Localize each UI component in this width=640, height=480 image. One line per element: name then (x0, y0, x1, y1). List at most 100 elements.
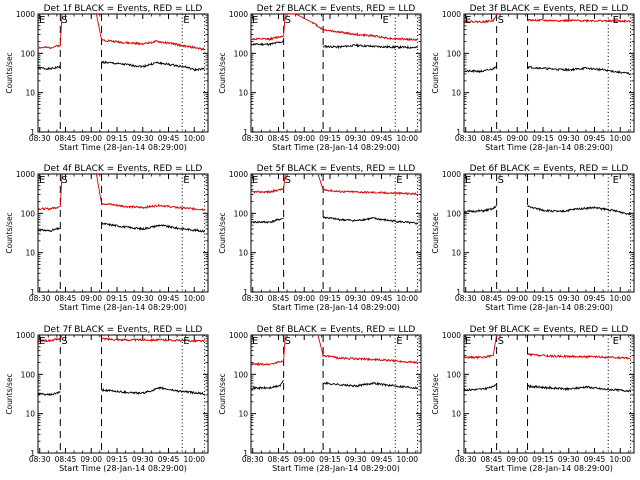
y-tick-label: 100 (447, 370, 462, 379)
series-line-events (38, 65, 61, 71)
event-marker-label: S (498, 336, 504, 347)
x-axis-label: Start Time (28-Jan-14 08:29:00) (272, 464, 400, 473)
y-tick-label: 1 (30, 128, 35, 137)
event-marker-label: E (252, 175, 258, 186)
series-line-events (464, 204, 497, 214)
y-axis-label: Counts/sec (431, 212, 440, 253)
x-tick-label: 09:15 (532, 134, 554, 143)
plot-area (251, 335, 418, 391)
x-tick-label: 09:15 (532, 455, 554, 464)
plot-area (38, 335, 205, 397)
x-axis-label: Start Time (28-Jan-14 08:29:00) (59, 303, 187, 312)
x-tick-label: 09:00 (506, 294, 528, 303)
y-tick-label: 1 (243, 449, 248, 458)
event-marker-label: S (61, 15, 67, 26)
series-line-events (251, 379, 284, 391)
x-tick-label: 08:45 (268, 294, 290, 303)
series-line-lld (251, 335, 286, 367)
y-tick-label: 1000 (442, 331, 461, 340)
x-axis-label: Start Time (28-Jan-14 08:29:00) (59, 143, 187, 152)
series-line-events (101, 60, 205, 72)
y-axis-label: Counts/sec (5, 373, 14, 414)
y-tick-label: 1 (456, 128, 461, 137)
panel-det-9: Det 9f BLACK = Events, RED = LLD 1 10 100 10… (431, 325, 635, 473)
y-axis-label: Counts/sec (218, 52, 227, 93)
x-axis-label: Start Time (28-Jan-14 08:29:00) (485, 143, 613, 152)
plot-area (464, 204, 631, 216)
chart-title: Det 6f BLACK = Events, RED = LLD (470, 164, 629, 174)
x-tick-label: 09:30 (345, 455, 367, 464)
x-tick-label: 09:45 (371, 294, 393, 303)
x-tick-label: 08:45 (268, 455, 290, 464)
event-marker-label: E (252, 336, 258, 347)
x-tick-label: 08:45 (481, 294, 503, 303)
x-tick-label: 09:00 (293, 455, 315, 464)
series-line-lld (527, 352, 631, 360)
x-tick-label: 09:15 (106, 294, 128, 303)
event-marker-label: E (39, 336, 45, 347)
y-tick-label: 1000 (229, 331, 248, 340)
event-marker-label: E (39, 175, 45, 186)
x-tick-label: 09:30 (132, 455, 154, 464)
x-axis-label: Start Time (28-Jan-14 08:29:00) (59, 464, 187, 473)
y-tick-label: 10 (238, 410, 248, 419)
event-marker-label: S (61, 336, 67, 347)
x-axis-label: Start Time (28-Jan-14 08:29:00) (272, 303, 400, 312)
y-axis-label: Counts/sec (5, 52, 14, 93)
plot-area (464, 14, 631, 76)
chart-title: Det 9f BLACK = Events, RED = LLD (470, 325, 629, 335)
series-line-events (527, 384, 631, 393)
x-tick-label: 10:00 (396, 294, 418, 303)
series-line-lld (317, 335, 418, 364)
event-marker-label: E (465, 336, 471, 347)
x-tick-label: 08:30 (455, 294, 477, 303)
event-marker-label: S (285, 175, 291, 186)
series-line-events (38, 226, 61, 232)
series-line-events (527, 205, 631, 216)
y-axis-label: Counts/sec (431, 373, 440, 414)
series-line-lld (38, 335, 63, 343)
plot-frame (463, 173, 635, 293)
series-line-lld (38, 14, 63, 50)
panel-det-1: Det 1f BLACK = Events, RED = LLD 1 10 100 10… (5, 4, 209, 152)
y-tick-label: 10 (238, 89, 248, 98)
series-line-lld (38, 174, 63, 211)
series-line-events (251, 40, 284, 47)
x-tick-label: 09:15 (319, 455, 341, 464)
y-tick-label: 1 (456, 288, 461, 297)
panel-det-4: Det 4f BLACK = Events, RED = LLD 1 10 100 10… (5, 164, 209, 312)
panel-det-3: Det 3f BLACK = Events, RED = LLD 1 10 100 10… (431, 4, 635, 152)
x-tick-label: 08:30 (29, 134, 51, 143)
x-tick-label: 09:45 (158, 134, 180, 143)
x-tick-label: 08:45 (268, 134, 290, 143)
x-tick-label: 10:00 (183, 455, 205, 464)
x-tick-label: 08:45 (481, 455, 503, 464)
y-tick-label: 1 (243, 288, 248, 297)
x-tick-label: 10:00 (396, 134, 418, 143)
event-marker-label: S (285, 15, 291, 26)
event-marker-label: E (613, 175, 619, 186)
x-tick-label: 08:30 (29, 455, 51, 464)
chart-title: Det 5f BLACK = Events, RED = LLD (257, 164, 416, 174)
y-tick-label: 100 (234, 370, 249, 379)
plot-frame (463, 334, 635, 454)
x-tick-label: 09:00 (293, 134, 315, 143)
plot-area (251, 14, 418, 50)
event-marker-label: S (498, 15, 504, 26)
x-tick-label: 08:45 (55, 134, 77, 143)
x-tick-label: 09:45 (371, 455, 393, 464)
series-line-lld (527, 18, 631, 24)
x-tick-label: 09:30 (558, 455, 580, 464)
x-tick-label: 08:45 (55, 455, 77, 464)
y-tick-label: 100 (234, 209, 249, 218)
y-tick-label: 10 (25, 410, 35, 419)
x-tick-label: 08:30 (242, 294, 264, 303)
x-tick-label: 09:30 (132, 134, 154, 143)
plot-area (38, 174, 205, 233)
x-tick-label: 09:45 (371, 134, 393, 143)
x-tick-label: 08:45 (481, 134, 503, 143)
x-tick-label: 09:45 (158, 294, 180, 303)
chart-title: Det 1f BLACK = Events, RED = LLD (44, 4, 203, 14)
x-tick-label: 09:15 (106, 134, 128, 143)
